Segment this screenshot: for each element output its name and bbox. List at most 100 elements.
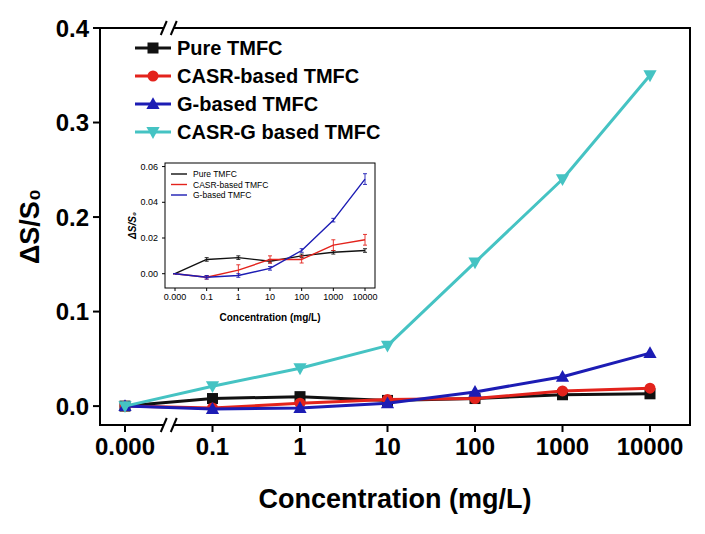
error-bar xyxy=(363,249,367,253)
data-point xyxy=(238,270,239,271)
data-point xyxy=(269,259,270,260)
error-bar xyxy=(173,273,177,274)
x-tick-label: 1 xyxy=(293,433,306,460)
inset-chart: 0.000.020.040.060.0000.1110100100010000C… xyxy=(127,162,378,323)
y-tick xyxy=(93,216,100,218)
x-tick-label: 0.1 xyxy=(200,292,213,302)
x-tick-label: 10000 xyxy=(617,433,684,460)
axis-break xyxy=(161,418,167,432)
data-point xyxy=(645,383,656,394)
data-point xyxy=(381,341,394,353)
data-point xyxy=(238,275,239,276)
x-tick xyxy=(124,425,126,432)
chart-canvas: 0.00.10.20.30.40.0000.1110100100010000Co… xyxy=(0,0,705,534)
legend-label: CASR-based TMFC xyxy=(177,65,359,87)
x-tick-label: 0.1 xyxy=(196,433,229,460)
series-line xyxy=(175,240,365,278)
data-point xyxy=(643,70,656,82)
main-chart: 0.00.10.20.30.40.0000.1110100100010000Co… xyxy=(15,15,690,515)
error-bar xyxy=(363,234,367,245)
legend-marker xyxy=(148,43,159,54)
series-line xyxy=(175,251,365,274)
axis-break xyxy=(171,418,177,432)
data-point xyxy=(293,363,306,375)
legend: Pure TMFCCASR-based TMFCG-based TMFC xyxy=(171,169,268,200)
x-tick-label: 0.000 xyxy=(164,292,187,302)
data-point xyxy=(468,257,481,269)
data-point xyxy=(206,259,207,260)
y-tick xyxy=(93,405,100,407)
legend-label: CASR-G based TMFC xyxy=(177,121,380,143)
y-tick-label: 0.04 xyxy=(140,197,158,207)
data-point xyxy=(364,250,365,251)
x-tick-label: 10 xyxy=(374,433,401,460)
legend-marker xyxy=(146,97,159,109)
error-bar xyxy=(236,256,240,260)
x-tick xyxy=(387,425,389,432)
data-layer xyxy=(118,70,656,414)
series-line xyxy=(125,75,650,406)
series-line xyxy=(125,353,650,409)
error-bar xyxy=(173,273,177,274)
y-tick xyxy=(93,311,100,313)
series-line xyxy=(125,388,650,408)
data-point xyxy=(643,346,656,358)
x-tick-label: 1 xyxy=(236,292,241,302)
axis-break xyxy=(161,21,167,35)
y-tick xyxy=(93,122,100,124)
y-tick-label: 0.02 xyxy=(140,233,158,243)
x-tick-label: 1000 xyxy=(323,292,343,302)
y-tick-label: 0.0 xyxy=(56,393,89,420)
data-point xyxy=(468,385,481,397)
x-tick-label: 100 xyxy=(294,292,309,302)
legend-line xyxy=(171,184,187,185)
data-layer xyxy=(173,174,367,279)
x-tick xyxy=(474,425,476,432)
x-axis-label: Concentration (mg/L) xyxy=(259,484,532,514)
legend-label: Pure TMFC xyxy=(177,37,283,59)
x-tick xyxy=(212,425,214,432)
y-tick xyxy=(93,27,100,29)
y-axis-label: ΔS/S₀ xyxy=(15,189,45,264)
y-tick-label: 0.06 xyxy=(140,162,158,172)
error-bar xyxy=(236,274,240,278)
legend-marker xyxy=(148,71,159,82)
legend-marker xyxy=(146,127,159,139)
x-tick-label: 0.000 xyxy=(95,433,155,460)
y-tick-label: 0.00 xyxy=(140,269,158,279)
data-point xyxy=(238,257,239,258)
data-point xyxy=(364,239,365,240)
x-tick xyxy=(562,425,564,432)
y-axis-label: ΔS/S₀ xyxy=(127,212,138,240)
error-bar xyxy=(300,249,304,253)
error-bar xyxy=(363,174,367,185)
data-point xyxy=(557,385,568,396)
error-bar xyxy=(268,256,272,263)
legend-line xyxy=(171,194,187,195)
background xyxy=(0,0,705,534)
error-bar xyxy=(236,265,240,276)
legend-label: G-based TMFC xyxy=(193,190,251,200)
x-axis-label: Concentration (mg/L) xyxy=(219,312,320,323)
y-tick-label: 0.4 xyxy=(56,15,90,42)
series-line xyxy=(175,179,365,277)
error-bar xyxy=(205,258,209,262)
plot-area xyxy=(165,163,375,288)
data-point xyxy=(174,273,175,274)
data-point xyxy=(556,370,569,382)
x-tick-label: 10 xyxy=(265,292,275,302)
data-point xyxy=(118,401,131,413)
error-bar xyxy=(331,251,335,255)
error-bar xyxy=(268,267,272,271)
error-bar xyxy=(300,256,304,263)
legend-line xyxy=(171,173,187,174)
data-point xyxy=(206,277,207,278)
legend-label: Pure TMFC xyxy=(193,169,237,179)
error-bar xyxy=(331,240,335,251)
y-tick-label: 0.1 xyxy=(56,298,89,325)
plot-area xyxy=(100,28,690,425)
error-bar xyxy=(173,273,177,274)
data-point xyxy=(364,179,365,180)
data-point xyxy=(333,245,334,246)
legend-label: CASR-based TMFC xyxy=(193,180,268,190)
